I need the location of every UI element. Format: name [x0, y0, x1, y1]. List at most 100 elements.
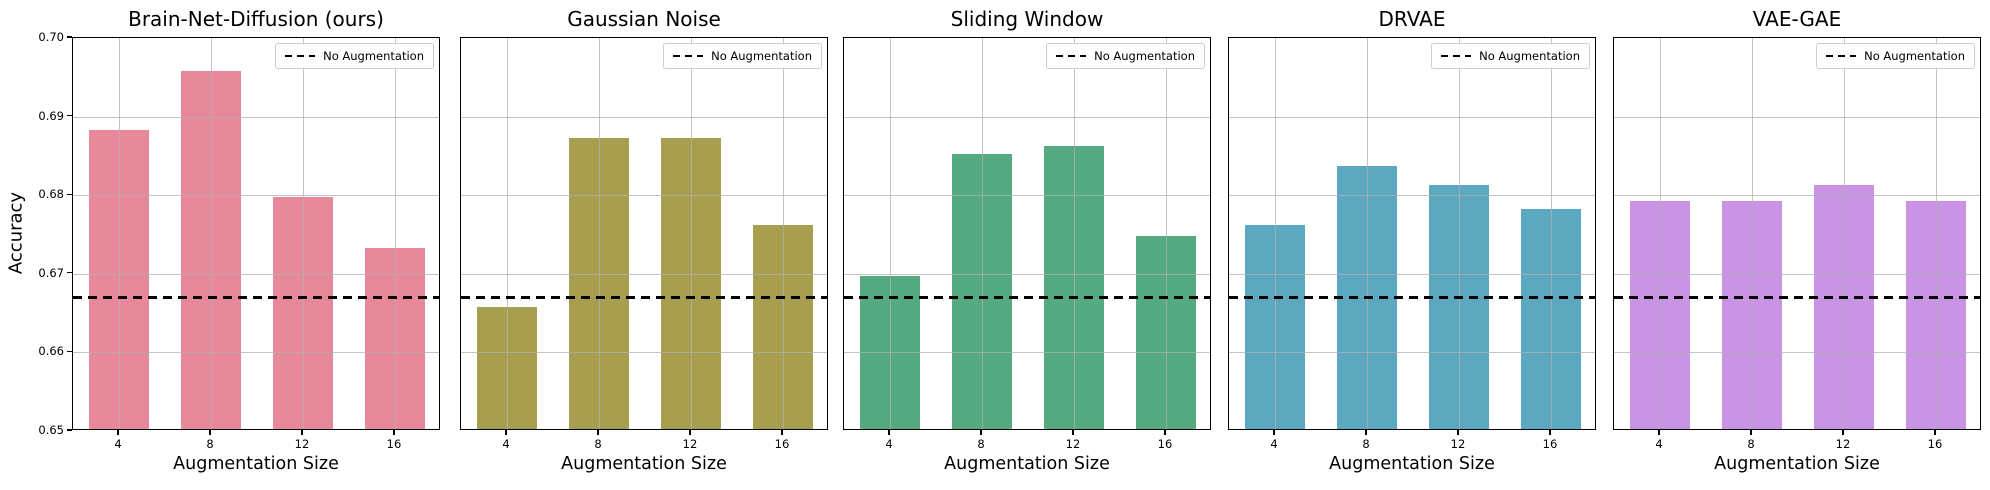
x-tick-label: 8 [594, 437, 602, 451]
y-tick-mark [67, 272, 72, 274]
gridline [211, 38, 212, 429]
gridline [783, 38, 784, 429]
gridline [982, 38, 983, 429]
legend: No Augmentation [275, 43, 434, 69]
gridline [73, 116, 439, 118]
y-tick-label: 0.67 [38, 265, 64, 280]
subplot-title: Gaussian Noise [567, 7, 721, 31]
x-tick-mark [689, 430, 691, 435]
x-tick-label: 4 [885, 437, 893, 451]
x-tick-mark [597, 430, 599, 435]
gridline [119, 38, 120, 429]
x-tick-label: 12 [294, 437, 310, 451]
x-tick-label: 4 [1270, 437, 1278, 451]
gridline [890, 38, 891, 429]
gridline [1844, 38, 1845, 429]
no-augmentation-baseline [73, 296, 439, 299]
x-tick-mark [209, 430, 211, 435]
gridline [1459, 38, 1460, 429]
y-tick-label: 0.70 [38, 30, 64, 44]
gridline [1229, 195, 1595, 197]
legend-label: No Augmentation [1479, 49, 1580, 63]
gridline [507, 38, 508, 429]
x-tick-mark [393, 430, 395, 435]
gridline [461, 352, 827, 354]
gridline [1614, 195, 1980, 197]
gridline [461, 195, 827, 197]
x-tick-mark [1273, 430, 1275, 435]
gridline [599, 38, 600, 429]
x-tick-label: 4 [502, 437, 510, 451]
x-tick-label: 16 [386, 437, 402, 451]
x-tick-label: 12 [1450, 437, 1466, 451]
x-tick-mark [1365, 430, 1367, 435]
y-tick-label: 0.65 [38, 423, 64, 437]
gridline [73, 352, 439, 354]
gridline [1614, 352, 1980, 354]
subplot-title: Sliding Window [950, 7, 1104, 31]
x-tick-label: 4 [1655, 437, 1663, 451]
x-axis-label: Augmentation Size [944, 454, 1110, 474]
x-tick-label: 12 [1065, 437, 1081, 451]
legend-label: No Augmentation [323, 49, 424, 63]
x-tick-label: 16 [1927, 437, 1943, 451]
gridline [1166, 38, 1167, 429]
legend: No Augmentation [1431, 43, 1590, 69]
y-tick-label: 0.68 [38, 187, 64, 202]
dashed-line-icon [1441, 54, 1472, 58]
dashed-line-icon [673, 54, 704, 58]
x-tick-label: 16 [1157, 437, 1173, 451]
gridline [461, 273, 827, 275]
axes: No Augmentation [1228, 37, 1596, 430]
x-tick-label: 4 [114, 437, 122, 451]
gridline [1614, 116, 1980, 118]
gridline [73, 273, 439, 275]
gridline [461, 116, 827, 118]
axes: No Augmentation [843, 37, 1211, 430]
y-tick-mark [67, 350, 72, 353]
y-tick-label: 0.69 [38, 108, 64, 123]
gridline [1229, 273, 1595, 275]
gridline [844, 273, 1210, 275]
gridline [691, 38, 692, 429]
x-tick-mark [1658, 430, 1660, 435]
x-axis-label: Augmentation Size [1714, 454, 1880, 474]
gridline [844, 116, 1210, 118]
x-tick-mark [505, 430, 507, 435]
axes: No Augmentation [72, 37, 440, 430]
x-tick-mark [1457, 430, 1459, 435]
dashed-line-icon [1826, 54, 1857, 58]
subplot-title: VAE-GAE [1752, 7, 1842, 31]
x-tick-mark [1842, 430, 1844, 435]
x-axis-label: Augmentation Size [561, 454, 727, 474]
gridline [1551, 38, 1552, 429]
gridline [303, 38, 304, 429]
x-tick-mark [301, 430, 303, 435]
axes: No Augmentation [1613, 37, 1981, 430]
no-augmentation-baseline [1229, 296, 1595, 299]
x-tick-label: 12 [682, 437, 698, 451]
legend: No Augmentation [1046, 43, 1205, 69]
x-tick-label: 16 [774, 437, 790, 451]
x-tick-mark [980, 430, 982, 435]
x-tick-label: 8 [1362, 437, 1370, 451]
gridline [1367, 38, 1368, 429]
gridline [1752, 38, 1753, 429]
gridline [1229, 116, 1595, 118]
x-tick-mark [1072, 430, 1074, 435]
x-tick-mark [1549, 430, 1551, 435]
y-tick-mark [67, 429, 72, 431]
gridline [844, 195, 1210, 197]
dashed-line-icon [285, 54, 316, 58]
x-axis-label: Augmentation Size [1329, 454, 1495, 474]
no-augmentation-baseline [844, 296, 1210, 299]
dashed-line-icon [1056, 54, 1087, 58]
axes: No Augmentation [460, 37, 828, 430]
legend: No Augmentation [663, 43, 822, 69]
subplot-title: Brain-Net-Diffusion (ours) [128, 7, 384, 31]
gridline [73, 195, 439, 197]
legend: No Augmentation [1816, 43, 1975, 69]
y-tick-mark [67, 36, 72, 38]
x-tick-mark [1164, 430, 1166, 435]
